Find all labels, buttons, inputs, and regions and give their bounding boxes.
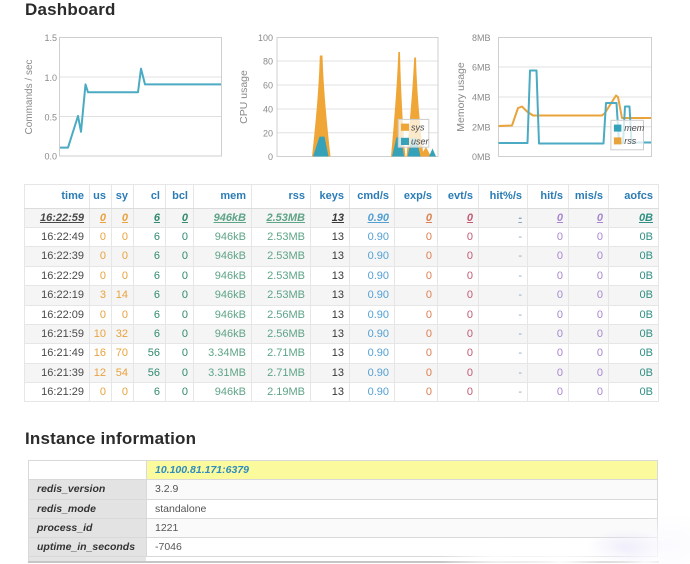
svg-text:20: 20 xyxy=(263,128,273,138)
svg-text:8MB: 8MB xyxy=(472,33,491,43)
svg-text:1.0: 1.0 xyxy=(44,73,57,83)
svg-text:0.5: 0.5 xyxy=(44,113,57,123)
svg-text:0: 0 xyxy=(268,152,273,162)
svg-text:Memory usage: Memory usage xyxy=(455,62,467,132)
svg-text:4MB: 4MB xyxy=(472,93,491,103)
svg-text:1.5: 1.5 xyxy=(44,33,57,43)
svg-text:Commands / sec: Commands / sec xyxy=(24,59,35,134)
svg-text:0.0: 0.0 xyxy=(44,152,57,162)
svg-text:sys: sys xyxy=(411,122,425,132)
svg-text:user: user xyxy=(411,137,430,147)
svg-text:40: 40 xyxy=(263,105,273,115)
svg-text:100: 100 xyxy=(258,33,273,43)
svg-text:60: 60 xyxy=(263,81,273,91)
svg-text:rss: rss xyxy=(624,136,636,146)
svg-text:CPU usage: CPU usage xyxy=(238,70,250,124)
svg-text:2MB: 2MB xyxy=(472,122,491,132)
svg-text:80: 80 xyxy=(263,57,273,67)
svg-text:0MB: 0MB xyxy=(472,152,491,162)
svg-text:6MB: 6MB xyxy=(472,63,491,73)
svg-text:mem: mem xyxy=(624,123,645,133)
